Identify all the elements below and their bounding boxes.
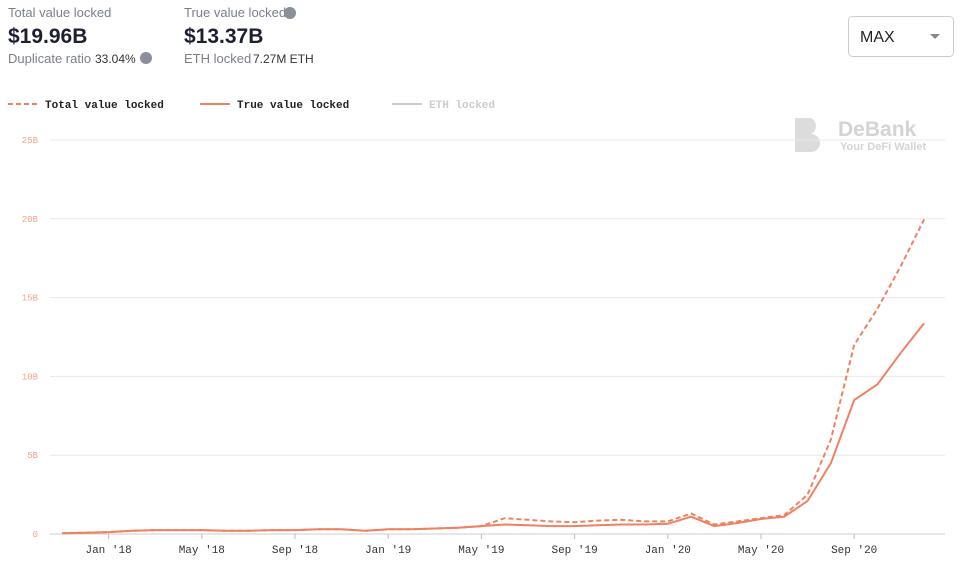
- series-line: [61, 322, 925, 535]
- brand-logo: [795, 118, 820, 152]
- x-tick-label: Sep '19: [551, 545, 597, 557]
- y-tick-label: 5B: [27, 451, 38, 461]
- stat-label: True value locked: [184, 5, 286, 20]
- x-tick-label: May '20: [738, 545, 784, 557]
- y-tick-label: 20B: [22, 215, 39, 225]
- stat-label: Total value locked: [8, 5, 111, 20]
- y-tick-label: 25B: [22, 136, 39, 146]
- stat-value: $19.96B: [8, 25, 87, 48]
- x-tick-label: May '18: [179, 545, 225, 557]
- x-tick-label: Sep '18: [272, 545, 318, 557]
- stat-value: $13.37B: [184, 25, 263, 48]
- y-tick-label: 10B: [22, 372, 39, 382]
- x-tick-label: May '19: [458, 545, 504, 557]
- stat-label: ETH locked: [184, 51, 251, 66]
- x-tick-label: Sep '20: [831, 545, 877, 557]
- help-icon[interactable]: [284, 7, 296, 19]
- y-tick-label: 15B: [22, 294, 39, 304]
- x-tick-label: Jan '18: [85, 545, 131, 557]
- stat-value: 7.27M ETH: [253, 52, 314, 66]
- dropdown-arrow: [930, 34, 940, 39]
- brand-tagline: Your DeFi Wallet: [840, 141, 927, 153]
- x-tick-label: Jan '19: [365, 545, 411, 557]
- legend-label: Total value locked: [45, 100, 164, 112]
- stat-value: 33.04%: [95, 52, 136, 66]
- legend-label: ETH locked: [429, 100, 495, 112]
- x-tick-label: Jan '20: [645, 545, 691, 557]
- brand-name: DeBank: [838, 118, 917, 141]
- range-value: MAX: [860, 29, 895, 46]
- y-tick-label: 0: [33, 530, 38, 540]
- stat-label: Duplicate ratio: [8, 51, 91, 66]
- legend-label: True value locked: [237, 100, 349, 112]
- help-icon[interactable]: [140, 52, 152, 64]
- series-line: [61, 218, 925, 535]
- range-select[interactable]: [848, 16, 954, 57]
